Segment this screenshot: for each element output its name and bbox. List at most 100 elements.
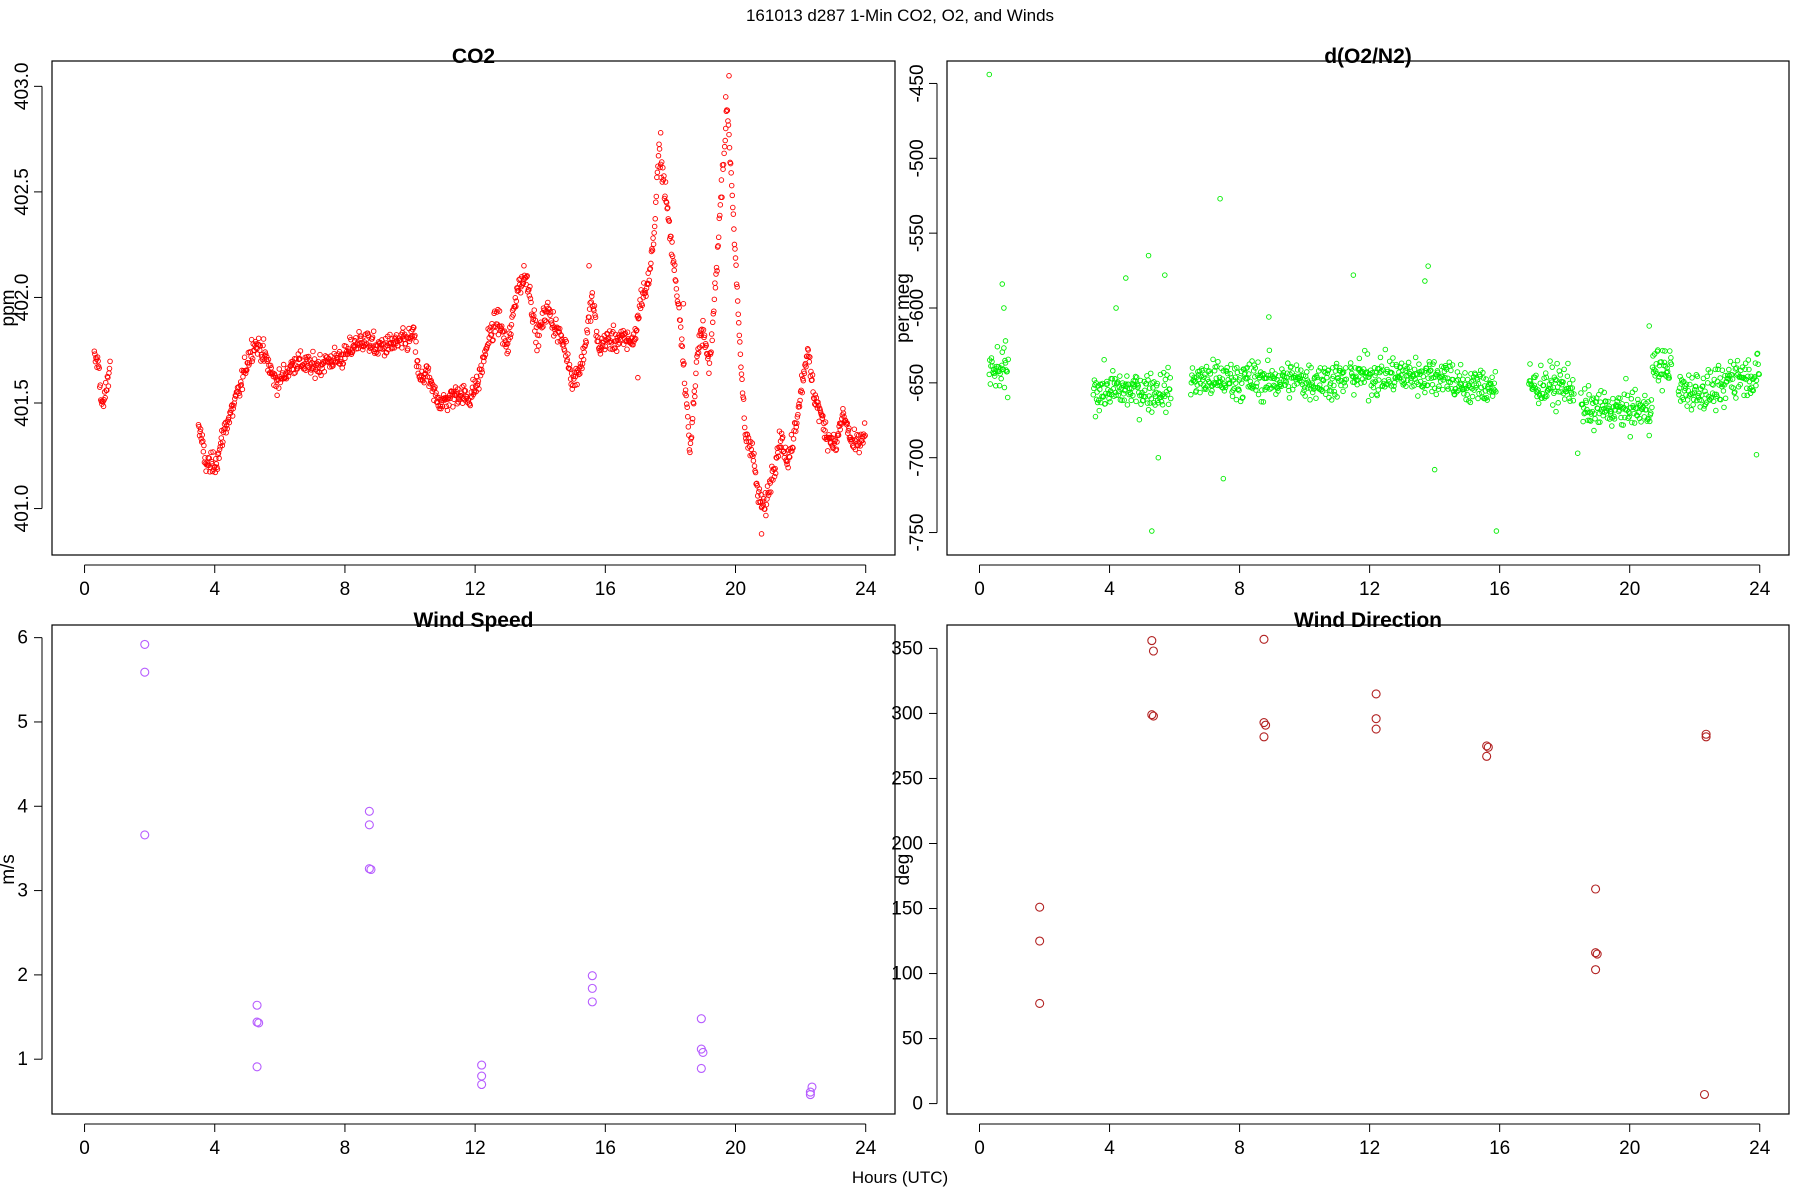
data-point — [1548, 379, 1555, 385]
data-point — [1092, 413, 1099, 420]
data-point — [661, 195, 668, 202]
data-point — [1733, 365, 1740, 371]
data-point — [97, 382, 104, 388]
data-point — [1617, 395, 1623, 402]
data-point — [387, 331, 393, 338]
data-point — [1155, 454, 1162, 461]
data-point — [1342, 383, 1348, 389]
data-point — [1660, 347, 1666, 354]
data-point — [542, 317, 548, 324]
data-point — [1211, 367, 1218, 374]
data-point — [1745, 373, 1751, 380]
data-point — [554, 339, 561, 345]
data-point — [765, 490, 771, 496]
data-point — [1419, 368, 1425, 375]
data-point — [1555, 389, 1562, 395]
data-point — [725, 118, 731, 124]
x-tick-label: 0 — [974, 1138, 985, 1159]
data-point — [679, 343, 686, 350]
data-point — [1340, 388, 1346, 395]
data-point — [612, 345, 618, 351]
data-point — [1416, 361, 1422, 367]
data-point — [447, 395, 453, 402]
data-point — [672, 262, 678, 268]
data-point — [1233, 380, 1239, 386]
data-point — [1742, 366, 1748, 372]
data-point — [1599, 402, 1606, 409]
data-point — [95, 358, 101, 364]
x-tick-label: 4 — [1104, 579, 1115, 600]
data-point — [696, 1063, 706, 1074]
data-point — [1163, 389, 1170, 395]
data-point — [1203, 363, 1210, 370]
y-tick-label: 4 — [17, 796, 28, 817]
data-point — [1109, 376, 1116, 382]
data-point — [1159, 402, 1166, 408]
data-point — [1601, 389, 1607, 396]
data-point — [613, 348, 620, 355]
y-tick-label: -600 — [907, 289, 928, 327]
data-point — [1461, 391, 1467, 397]
data-point — [1307, 397, 1313, 403]
data-point — [276, 385, 282, 391]
data-point — [796, 401, 802, 407]
data-point — [694, 351, 701, 357]
data-point — [1298, 367, 1304, 373]
chart-title: CO2 — [452, 45, 495, 68]
data-point — [610, 322, 617, 329]
data-point — [860, 431, 867, 437]
y-tick-label: 402.0 — [12, 274, 33, 322]
data-point — [1737, 381, 1743, 388]
data-point — [481, 354, 488, 361]
data-point — [229, 413, 236, 419]
data-point — [994, 343, 1001, 350]
data-point — [1330, 365, 1336, 371]
data-point — [1533, 372, 1539, 379]
data-point — [655, 153, 662, 159]
data-point — [862, 432, 868, 439]
data-point — [612, 331, 619, 338]
data-point — [1463, 396, 1469, 403]
data-point — [1594, 405, 1601, 412]
data-point — [663, 199, 670, 206]
data-point — [695, 350, 702, 356]
data-point — [1552, 376, 1559, 383]
data-point — [280, 361, 287, 368]
data-point — [1540, 382, 1547, 389]
data-point — [199, 432, 206, 438]
data-point — [679, 336, 685, 342]
data-point — [534, 347, 540, 354]
data-point — [1704, 373, 1710, 380]
data-point — [1123, 275, 1129, 281]
data-point — [450, 404, 456, 410]
data-point — [1457, 361, 1464, 368]
data-point — [1228, 361, 1234, 368]
data-point — [1166, 386, 1173, 393]
data-point — [1701, 729, 1711, 739]
data-point — [750, 457, 757, 464]
x-axis: 0 4 8 12 16 20 24 — [974, 564, 1771, 600]
x-axis: 0 4 8 12 16 20 24 — [974, 1123, 1771, 1159]
data-point — [498, 323, 505, 329]
data-point — [589, 293, 595, 300]
data-point — [208, 449, 214, 456]
data-point — [1567, 398, 1573, 404]
data-point — [1390, 386, 1397, 393]
data-point — [806, 359, 813, 365]
data-point — [1107, 399, 1113, 405]
data-point — [810, 395, 817, 401]
data-point — [698, 327, 704, 333]
plot-frame — [946, 624, 1790, 1115]
data-point — [1624, 392, 1631, 399]
data-point — [682, 387, 689, 393]
data-point — [758, 531, 765, 537]
data-point — [651, 223, 658, 230]
data-point — [478, 366, 485, 373]
data-point — [1435, 369, 1441, 376]
data-point — [718, 177, 725, 183]
data-point — [500, 329, 507, 335]
data-point — [476, 386, 482, 392]
data-point — [1687, 381, 1693, 388]
data-point — [1420, 373, 1427, 380]
data-point — [803, 363, 809, 370]
